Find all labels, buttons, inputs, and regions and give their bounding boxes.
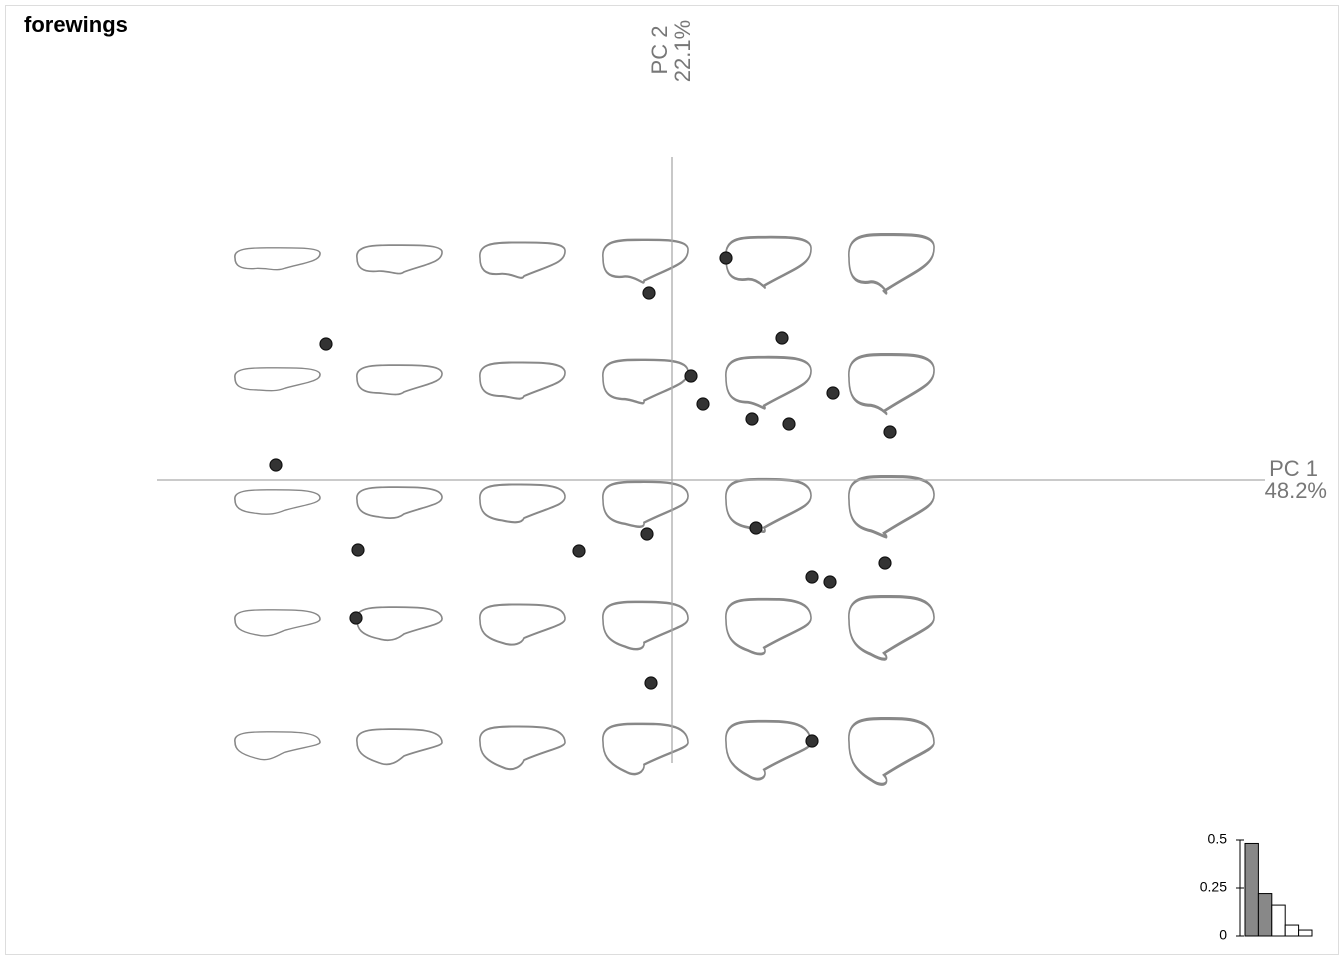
- inset-tick-label: 0.5: [1208, 831, 1228, 847]
- x-axis-variance: 48.2%: [1265, 478, 1327, 503]
- outline-shape: [848, 474, 935, 539]
- outline-shape: [234, 609, 321, 637]
- point: [826, 386, 840, 400]
- point: [319, 337, 333, 351]
- outline-shape: [848, 595, 935, 661]
- outline-shape: [356, 486, 443, 519]
- point: [642, 286, 656, 300]
- inset-bar: [1257, 893, 1273, 937]
- point: [349, 611, 363, 625]
- outline-shape: [479, 241, 566, 279]
- point: [696, 397, 710, 411]
- outline-shape: [479, 483, 566, 524]
- outline-shape: [356, 728, 443, 766]
- outline-shape: [725, 597, 812, 656]
- point: [805, 734, 819, 748]
- point: [823, 575, 837, 589]
- outline-shape: [479, 603, 566, 646]
- point: [749, 521, 763, 535]
- inset-tick-label: 0.25: [1200, 879, 1227, 895]
- point: [572, 544, 586, 558]
- outline-shape: [356, 244, 443, 275]
- y-axis-label: PC 2: [647, 26, 672, 75]
- point: [878, 556, 892, 570]
- chart-title: forewings: [24, 12, 128, 37]
- outline-shape: [725, 719, 812, 781]
- outline-shape: [725, 355, 812, 410]
- outline-shape: [234, 489, 321, 515]
- outline-shape: [479, 725, 566, 771]
- point: [745, 412, 759, 426]
- point: [644, 676, 658, 690]
- outline-shape: [602, 358, 689, 405]
- outline-shape: [725, 235, 812, 289]
- outline-shape: [234, 367, 321, 392]
- point: [782, 417, 796, 431]
- point: [684, 369, 698, 383]
- outline-shape: [479, 361, 566, 400]
- inset-tick-label: 0: [1219, 927, 1227, 943]
- outline-shape: [848, 717, 935, 786]
- outline-shape: [356, 364, 443, 396]
- inset-bar: [1284, 924, 1300, 937]
- point: [805, 570, 819, 584]
- outline-shape: [602, 480, 689, 528]
- outline-shape: [356, 606, 443, 642]
- outline-shape: [602, 600, 689, 651]
- outline-shape: [602, 238, 689, 284]
- outline-shape: [848, 232, 935, 295]
- point: [351, 543, 365, 557]
- point: [883, 425, 897, 439]
- point: [640, 527, 654, 541]
- inset-bar: [1298, 929, 1313, 937]
- x-axis-label: PC 1: [1269, 456, 1318, 481]
- inset-bar: [1244, 842, 1259, 937]
- point: [269, 458, 283, 472]
- outline-shape: [234, 247, 321, 271]
- morphospace: [234, 232, 935, 786]
- y-axis-variance: 22.1%: [670, 20, 695, 82]
- point: [775, 331, 789, 345]
- outline-shape: [234, 731, 321, 761]
- inset-bar: [1271, 904, 1286, 937]
- outline-shape: [602, 722, 689, 776]
- outline-shape: [848, 352, 935, 416]
- outline-shape: [725, 477, 812, 533]
- point: [719, 251, 733, 265]
